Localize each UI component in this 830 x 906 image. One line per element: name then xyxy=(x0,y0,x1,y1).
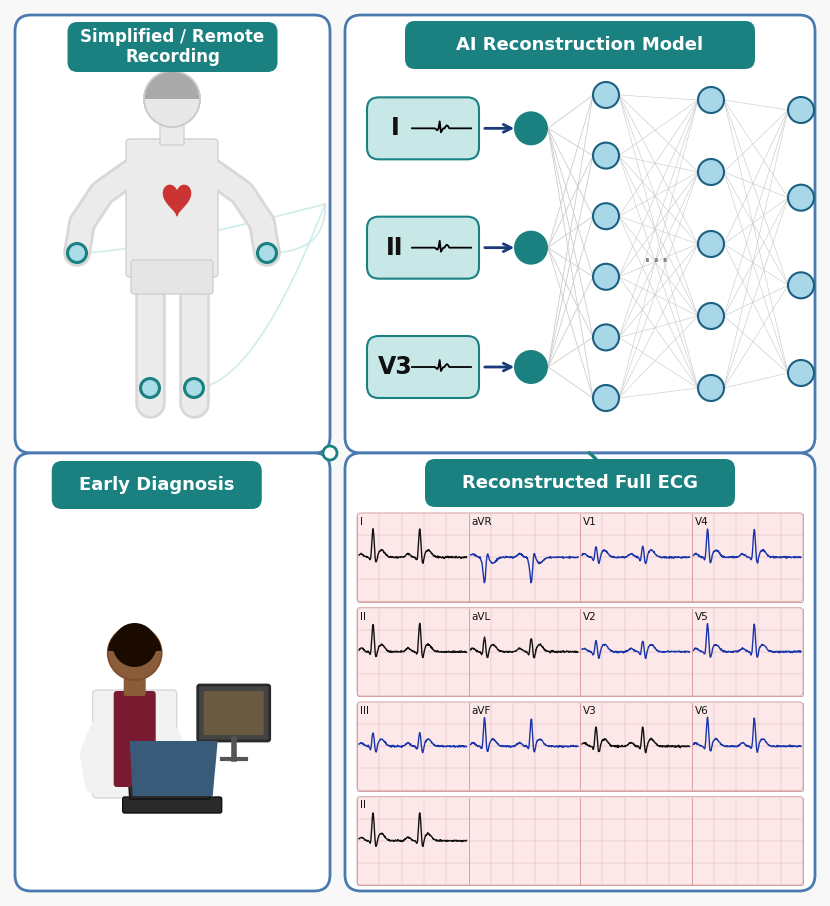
Text: III: III xyxy=(360,706,369,716)
FancyBboxPatch shape xyxy=(67,22,277,72)
Text: aVL: aVL xyxy=(471,612,491,622)
FancyBboxPatch shape xyxy=(15,453,330,891)
Circle shape xyxy=(185,379,203,397)
Circle shape xyxy=(788,360,814,386)
FancyBboxPatch shape xyxy=(367,97,479,159)
Circle shape xyxy=(323,446,337,460)
FancyBboxPatch shape xyxy=(367,336,479,398)
FancyBboxPatch shape xyxy=(123,797,222,813)
Circle shape xyxy=(113,623,157,667)
Circle shape xyxy=(593,203,619,229)
Circle shape xyxy=(141,379,159,397)
Text: II: II xyxy=(386,236,403,260)
Circle shape xyxy=(583,491,597,505)
Circle shape xyxy=(258,244,276,262)
FancyBboxPatch shape xyxy=(160,123,184,145)
Text: aVF: aVF xyxy=(471,706,491,716)
Circle shape xyxy=(144,71,200,127)
Circle shape xyxy=(698,303,724,329)
Circle shape xyxy=(593,264,619,290)
Circle shape xyxy=(108,626,162,680)
Text: Reconstructed Full ECG: Reconstructed Full ECG xyxy=(462,474,698,492)
Circle shape xyxy=(788,185,814,211)
FancyBboxPatch shape xyxy=(51,461,261,509)
Circle shape xyxy=(514,350,548,384)
Text: II: II xyxy=(360,612,366,622)
FancyBboxPatch shape xyxy=(357,608,803,696)
Circle shape xyxy=(593,324,619,351)
Text: aVR: aVR xyxy=(471,517,492,527)
Circle shape xyxy=(698,231,724,257)
FancyBboxPatch shape xyxy=(93,690,177,798)
Circle shape xyxy=(139,377,161,399)
Circle shape xyxy=(256,242,278,264)
Polygon shape xyxy=(164,186,191,216)
Text: V3: V3 xyxy=(378,355,413,379)
Text: V3: V3 xyxy=(583,706,597,716)
Circle shape xyxy=(68,244,86,262)
Circle shape xyxy=(514,111,548,145)
FancyBboxPatch shape xyxy=(124,676,146,696)
Text: ...: ... xyxy=(642,240,669,268)
Circle shape xyxy=(788,273,814,298)
Polygon shape xyxy=(127,744,215,799)
Circle shape xyxy=(698,87,724,113)
FancyBboxPatch shape xyxy=(357,513,803,602)
FancyBboxPatch shape xyxy=(203,691,264,735)
FancyBboxPatch shape xyxy=(425,459,735,507)
Text: I: I xyxy=(391,116,399,140)
FancyBboxPatch shape xyxy=(367,217,479,279)
Circle shape xyxy=(593,142,619,169)
Wedge shape xyxy=(108,626,162,653)
Circle shape xyxy=(514,231,548,265)
FancyBboxPatch shape xyxy=(131,260,213,294)
FancyBboxPatch shape xyxy=(114,691,156,787)
Text: AI Reconstruction Model: AI Reconstruction Model xyxy=(457,36,704,54)
Text: V2: V2 xyxy=(583,612,597,622)
FancyBboxPatch shape xyxy=(198,685,270,741)
FancyBboxPatch shape xyxy=(357,796,803,885)
FancyBboxPatch shape xyxy=(345,15,815,453)
Circle shape xyxy=(698,159,724,185)
Circle shape xyxy=(593,385,619,411)
Circle shape xyxy=(66,242,88,264)
Text: II: II xyxy=(360,801,366,811)
Wedge shape xyxy=(144,71,200,99)
Text: V4: V4 xyxy=(695,517,708,527)
FancyBboxPatch shape xyxy=(357,702,803,791)
Text: Early Diagnosis: Early Diagnosis xyxy=(79,476,235,494)
Text: V5: V5 xyxy=(695,612,708,622)
Circle shape xyxy=(788,97,814,123)
Polygon shape xyxy=(129,741,217,796)
Text: V6: V6 xyxy=(695,706,708,716)
Circle shape xyxy=(183,377,205,399)
FancyBboxPatch shape xyxy=(126,139,218,277)
Circle shape xyxy=(593,82,619,108)
Circle shape xyxy=(698,375,724,401)
FancyBboxPatch shape xyxy=(15,15,330,453)
Text: Simplified / Remote
Recording: Simplified / Remote Recording xyxy=(81,27,265,66)
FancyBboxPatch shape xyxy=(345,453,815,891)
Text: V1: V1 xyxy=(583,517,597,527)
FancyBboxPatch shape xyxy=(405,21,755,69)
Text: I: I xyxy=(360,517,363,527)
